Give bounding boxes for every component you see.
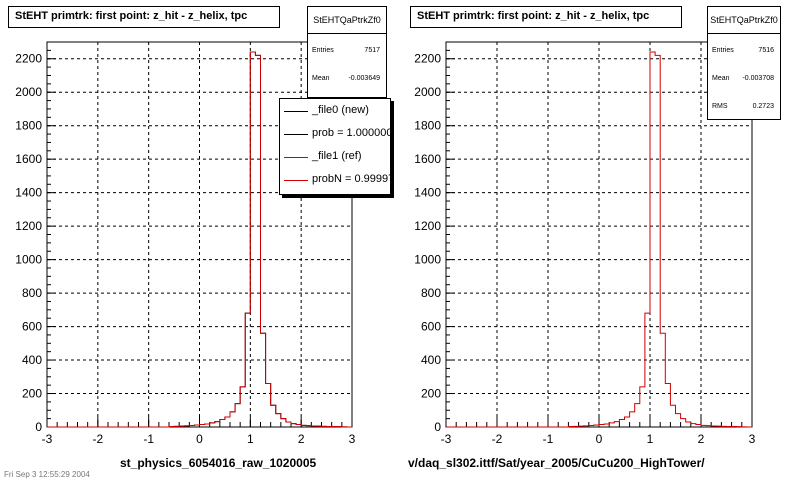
legend-label: _file1 (ref) bbox=[312, 150, 362, 162]
timestamp: Fri Sep 3 12:55:29 2004 bbox=[4, 470, 90, 479]
y-tick-label: 2200 bbox=[15, 52, 42, 66]
right-title-box: StEHT primtrk: first point: z_hit - z_he… bbox=[410, 6, 682, 28]
stat-value: 7517 bbox=[364, 47, 380, 54]
x-tick-label: 2 bbox=[298, 432, 305, 446]
y-tick-label: 200 bbox=[22, 387, 42, 401]
legend-label: _file0 (new) bbox=[312, 104, 369, 116]
legend-entry: _file0 (new) bbox=[280, 101, 390, 123]
x-tick-label: 3 bbox=[349, 432, 356, 446]
x-tick-label: -3 bbox=[42, 432, 53, 446]
y-tick-label: 1000 bbox=[15, 253, 42, 267]
y-tick-label: 1400 bbox=[414, 186, 441, 200]
histogram-series bbox=[446, 51, 752, 428]
y-tick-label: 1800 bbox=[15, 119, 42, 133]
stat-label: Mean bbox=[312, 75, 330, 82]
legend-label: probN = 0.99997 bbox=[312, 173, 391, 185]
x-tick-label: -1 bbox=[143, 432, 154, 446]
legend-entry: prob = 1.000000 bbox=[280, 124, 391, 146]
right-stats-name: StEHTQaPtrkZf0 bbox=[708, 7, 780, 34]
histogram-series bbox=[47, 51, 352, 428]
legend-line bbox=[284, 134, 308, 135]
stat-value: -0.003649 bbox=[348, 75, 380, 82]
x-tick-label: 1 bbox=[647, 432, 654, 446]
left-title: StEHT primtrk: first point: z_hit - z_he… bbox=[15, 10, 248, 22]
y-tick-label: 200 bbox=[421, 387, 441, 401]
x-tick-label: 0 bbox=[196, 432, 203, 446]
y-tick-label: 1200 bbox=[414, 219, 441, 233]
y-tick-label: 1400 bbox=[15, 186, 42, 200]
x-tick-label: -2 bbox=[92, 432, 103, 446]
left-stats-box: StEHTQaPtrkZf0 Entries 7517 Mean -0.0036… bbox=[307, 6, 387, 98]
y-tick-label: 1600 bbox=[414, 152, 441, 166]
y-tick-label: 1200 bbox=[15, 219, 42, 233]
legend-entry: _file1 (ref) bbox=[280, 147, 390, 169]
y-tick-label: 2000 bbox=[414, 85, 441, 99]
stat-value: -0.003708 bbox=[742, 75, 774, 82]
y-tick-label: 2000 bbox=[15, 85, 42, 99]
legend-line bbox=[284, 157, 308, 158]
right-stat-mean: Mean -0.003708 bbox=[712, 75, 774, 82]
x-tick-label: -1 bbox=[543, 432, 554, 446]
legend-line bbox=[284, 180, 308, 181]
left-title-box: StEHT primtrk: first point: z_hit - z_he… bbox=[8, 6, 280, 28]
left-stat-entries: Entries 7517 bbox=[312, 47, 380, 54]
legend-line bbox=[284, 111, 308, 112]
y-tick-label: 1800 bbox=[414, 119, 441, 133]
x-tick-label: -2 bbox=[492, 432, 503, 446]
legend: _file0 (new) prob = 1.000000 _file1 (ref… bbox=[279, 98, 391, 195]
legend-label: prob = 1.000000 bbox=[312, 127, 391, 139]
x-tick-label: 1 bbox=[247, 432, 254, 446]
y-tick-label: 0 bbox=[434, 420, 441, 434]
stat-value: 0.2723 bbox=[752, 103, 774, 110]
stat-label: Entries bbox=[712, 47, 734, 54]
y-tick-label: 2200 bbox=[414, 52, 441, 66]
legend-entry: probN = 0.99997 bbox=[280, 170, 391, 192]
y-tick-label: 0 bbox=[35, 420, 42, 434]
stat-label: RMS bbox=[712, 103, 728, 110]
x-tick-label: 2 bbox=[698, 432, 705, 446]
y-tick-label: 400 bbox=[22, 353, 42, 367]
right-stat-entries: Entries 7516 bbox=[712, 47, 774, 54]
left-stat-mean: Mean -0.003649 bbox=[312, 75, 380, 82]
y-tick-label: 1000 bbox=[414, 253, 441, 267]
right-footer-label: v/daq_sl302.ittf/Sat/year_2005/CuCu200_H… bbox=[408, 456, 705, 470]
right-title: StEHT primtrk: first point: z_hit - z_he… bbox=[417, 10, 650, 22]
right-stat-rms: RMS 0.2723 bbox=[712, 103, 774, 110]
y-tick-label: 1600 bbox=[15, 152, 42, 166]
stat-label: Mean bbox=[712, 75, 730, 82]
y-tick-label: 800 bbox=[421, 286, 441, 300]
y-tick-label: 600 bbox=[22, 320, 42, 334]
left-footer-label: st_physics_6054016_raw_1020005 bbox=[120, 456, 317, 470]
x-tick-label: 0 bbox=[596, 432, 603, 446]
stat-value: 7516 bbox=[758, 47, 774, 54]
stat-label: Entries bbox=[312, 47, 334, 54]
right-histogram: -3 -2 -1 0 1 2 3 0 200 400 600 800 1000 1200 1400 1600 1… bbox=[414, 41, 756, 446]
left-stats-name: StEHTQaPtrkZf0 bbox=[308, 7, 386, 34]
right-stats-box: StEHTQaPtrkZf0 Entries 7516 Mean -0.0037… bbox=[707, 6, 781, 120]
y-tick-label: 600 bbox=[421, 320, 441, 334]
x-tick-label: -3 bbox=[441, 432, 452, 446]
y-tick-label: 800 bbox=[22, 286, 42, 300]
x-tick-label: 3 bbox=[749, 432, 756, 446]
y-tick-label: 400 bbox=[421, 353, 441, 367]
